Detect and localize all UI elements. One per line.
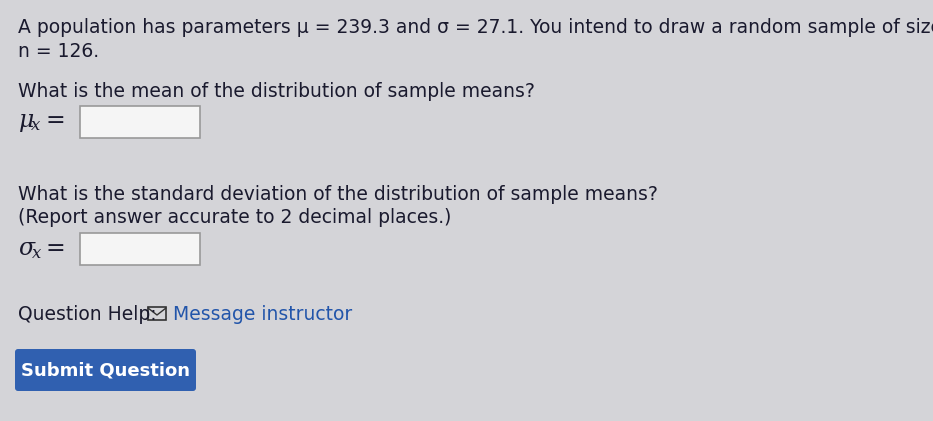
Text: What is the mean of the distribution of sample means?: What is the mean of the distribution of …: [18, 82, 535, 101]
Text: What is the standard deviation of the distribution of sample means?: What is the standard deviation of the di…: [18, 185, 658, 204]
Text: Submit Question: Submit Question: [21, 361, 190, 379]
Text: Question Help:: Question Help:: [18, 305, 157, 324]
Text: A population has parameters μ = 239.3 and σ = 27.1. You intend to draw a random : A population has parameters μ = 239.3 an…: [18, 18, 933, 37]
Text: Message instructor: Message instructor: [173, 305, 353, 324]
FancyBboxPatch shape: [80, 106, 200, 138]
FancyBboxPatch shape: [15, 349, 196, 391]
Text: n = 126.: n = 126.: [18, 42, 99, 61]
Text: (Report answer accurate to 2 decimal places.): (Report answer accurate to 2 decimal pla…: [18, 208, 452, 227]
Text: $\sigma_{\!x}=$: $\sigma_{\!x}=$: [18, 237, 65, 261]
FancyBboxPatch shape: [80, 233, 200, 265]
Text: $\mu_{\!x}=$: $\mu_{\!x}=$: [18, 110, 64, 134]
